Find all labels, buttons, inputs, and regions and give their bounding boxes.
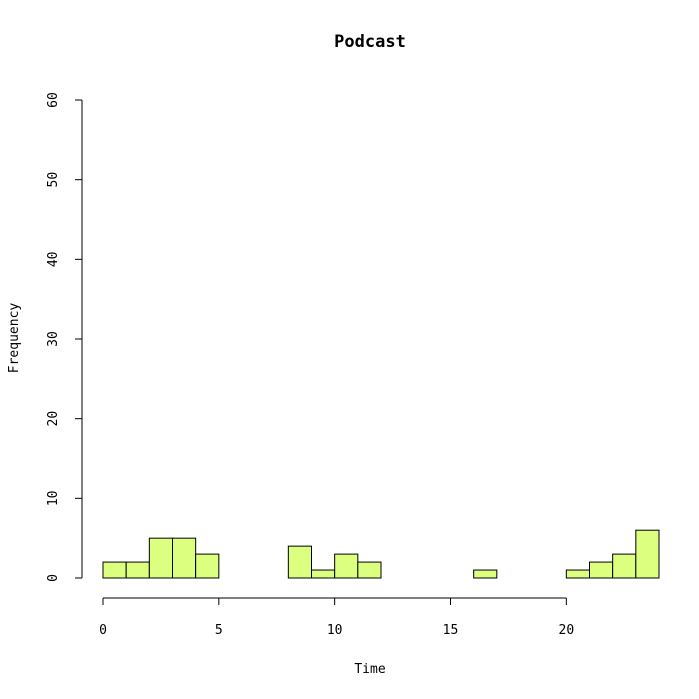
bar-4 bbox=[195, 553, 220, 579]
bar-20 bbox=[565, 569, 590, 579]
y-tick-label-20: 20 bbox=[46, 411, 61, 427]
y-tick-label-50: 50 bbox=[46, 172, 61, 188]
bar-0 bbox=[102, 561, 127, 579]
x-axis: 0 5 10 15 20 bbox=[99, 597, 575, 638]
bar-2 bbox=[148, 537, 173, 579]
bar-3 bbox=[172, 537, 197, 579]
bar-9 bbox=[311, 569, 336, 579]
bar-1 bbox=[125, 561, 150, 579]
x-tick-label-5: 5 bbox=[215, 623, 223, 638]
bar-21 bbox=[589, 561, 614, 579]
x-tick-label-15: 15 bbox=[443, 623, 459, 638]
y-tick-label-10: 10 bbox=[46, 491, 61, 507]
y-tick-label-30: 30 bbox=[46, 331, 61, 347]
bar-23 bbox=[635, 529, 660, 579]
bars bbox=[102, 529, 660, 579]
bar-8 bbox=[287, 545, 313, 579]
bar-22 bbox=[612, 553, 637, 579]
x-tick-label-10: 10 bbox=[327, 623, 343, 638]
x-tick-label-20: 20 bbox=[559, 623, 575, 638]
bar-16 bbox=[473, 569, 498, 579]
y-tick-label-40: 40 bbox=[46, 252, 61, 268]
x-tick-label-0: 0 bbox=[99, 623, 107, 638]
y-axis-title: Frequency bbox=[7, 303, 22, 374]
chart-title: Podcast bbox=[334, 32, 406, 52]
y-tick-label-0: 0 bbox=[46, 574, 61, 582]
bar-10 bbox=[334, 553, 359, 579]
x-axis-title: Time bbox=[354, 662, 385, 677]
bar-11 bbox=[357, 561, 382, 579]
y-axis: 0 10 20 30 40 50 60 bbox=[46, 92, 83, 582]
y-tick-label-60: 60 bbox=[46, 92, 61, 108]
